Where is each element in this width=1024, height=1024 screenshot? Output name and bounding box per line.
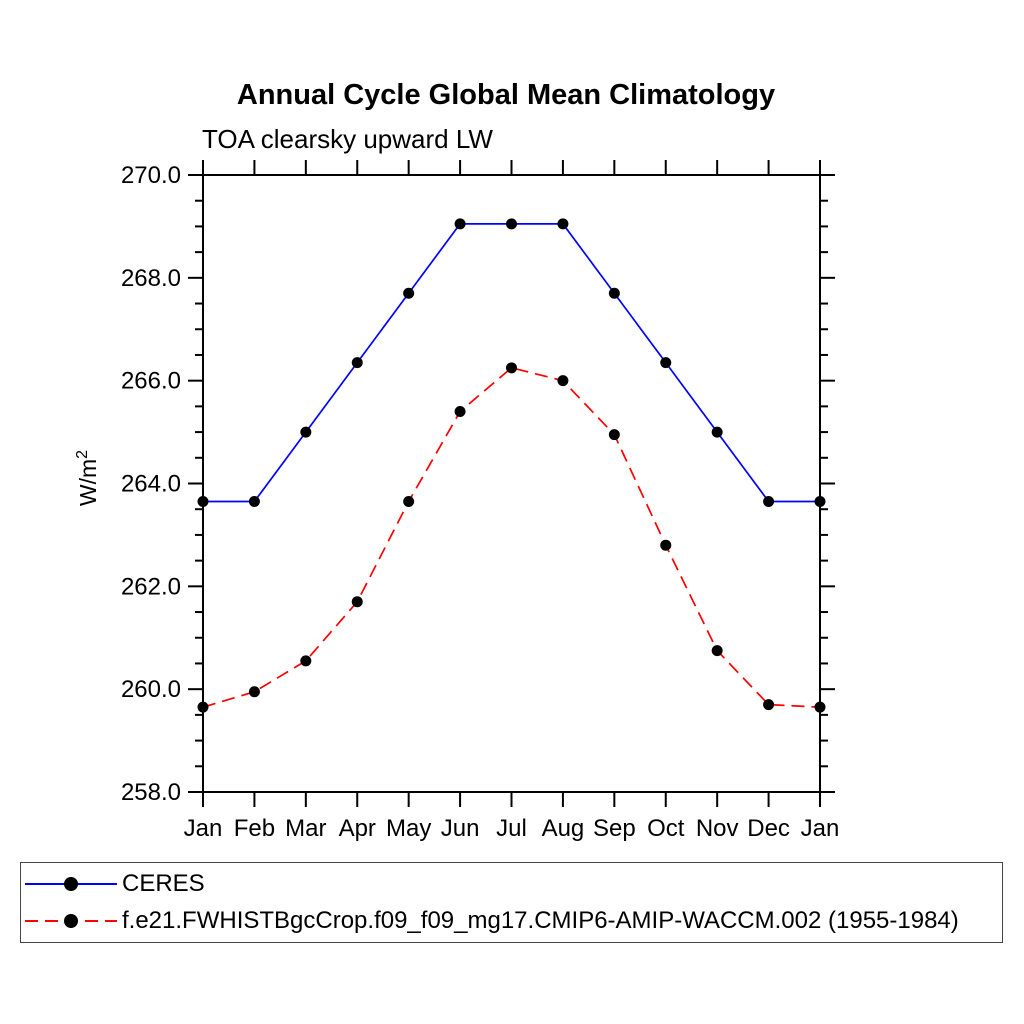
x-tick-label: Jun xyxy=(441,815,480,842)
legend-swatch-ceres xyxy=(25,877,117,891)
x-tick-label: Mar xyxy=(285,815,326,842)
data-point-marker xyxy=(506,362,517,374)
x-tick-label: Oct xyxy=(647,815,685,842)
y-tick-label: 270.0 xyxy=(121,162,181,189)
x-tick-label: Jan xyxy=(184,815,223,842)
data-point-marker xyxy=(197,701,209,713)
x-tick-label: Sep xyxy=(593,815,636,842)
data-point-marker xyxy=(248,686,260,698)
legend-label-model: f.e21.FWHISTBgcCrop.f09_f09_mg17.CMIP6-A… xyxy=(122,907,959,934)
data-point-marker xyxy=(300,655,312,667)
axis-tick-labels: 258.0 260.0 262.0 264.0 266.0 268.0 270.0 Jan Fe… xyxy=(121,162,839,842)
data-point-marker xyxy=(763,699,775,711)
data-point-marker xyxy=(351,357,363,369)
data-point-marker xyxy=(557,218,569,230)
data-point-marker xyxy=(660,357,672,369)
series-0 xyxy=(197,218,826,507)
data-point-marker xyxy=(711,426,723,438)
data-point-marker xyxy=(506,218,517,230)
y-tick-label: 266.0 xyxy=(121,368,181,395)
data-point-marker xyxy=(248,495,260,507)
legend-box: CERES f.e21.FWHISTBgcCrop.f09_f09_mg17.C… xyxy=(20,862,1003,943)
data-point-marker xyxy=(814,701,826,713)
data-point-marker xyxy=(300,426,312,438)
y-tick-label: 262.0 xyxy=(121,573,181,600)
data-point-marker xyxy=(557,375,569,387)
legend-entry-ceres: CERES xyxy=(21,870,205,897)
axes xyxy=(188,160,835,807)
legend-entry-model: f.e21.FWHISTBgcCrop.f09_f09_mg17.CMIP6-A… xyxy=(21,907,959,934)
data-point-marker xyxy=(197,495,209,507)
data-point-marker xyxy=(403,287,415,299)
data-point-marker xyxy=(814,495,826,507)
series-line-1 xyxy=(202,366,821,709)
x-tick-label: Jan xyxy=(801,815,840,842)
legend-marker-dot xyxy=(64,877,78,891)
y-tick-label: 268.0 xyxy=(121,265,181,292)
data-point-marker xyxy=(608,287,620,299)
x-tick-label: Apr xyxy=(339,815,376,842)
y-tick-label: 260.0 xyxy=(121,676,181,703)
data-point-marker xyxy=(660,539,672,551)
plot-frame xyxy=(202,174,821,793)
data-point-marker xyxy=(454,406,466,418)
data-point-marker xyxy=(454,218,466,230)
legend-label-ceres: CERES xyxy=(122,870,205,897)
data-point-marker xyxy=(711,645,723,657)
x-tick-label: Jul xyxy=(496,815,527,842)
legend-marker-dot xyxy=(64,914,78,928)
x-tick-label: May xyxy=(386,815,431,842)
y-tick-label: 264.0 xyxy=(121,471,181,498)
y-tick-label: 258.0 xyxy=(121,779,181,806)
legend-swatch-model xyxy=(25,914,117,928)
series-1 xyxy=(197,362,826,713)
data-point-marker xyxy=(403,495,415,507)
x-tick-label: Aug xyxy=(542,815,585,842)
x-tick-label: Nov xyxy=(696,815,739,842)
data-point-marker xyxy=(763,495,775,507)
x-tick-label: Feb xyxy=(234,815,275,842)
chart-subtitle: TOA clearsky upward LW xyxy=(202,124,493,154)
x-tick-label: Dec xyxy=(747,815,790,842)
data-point-marker xyxy=(351,596,363,608)
chart-title: Annual Cycle Global Mean Climatology xyxy=(236,79,776,111)
data-point-marker xyxy=(608,429,620,441)
